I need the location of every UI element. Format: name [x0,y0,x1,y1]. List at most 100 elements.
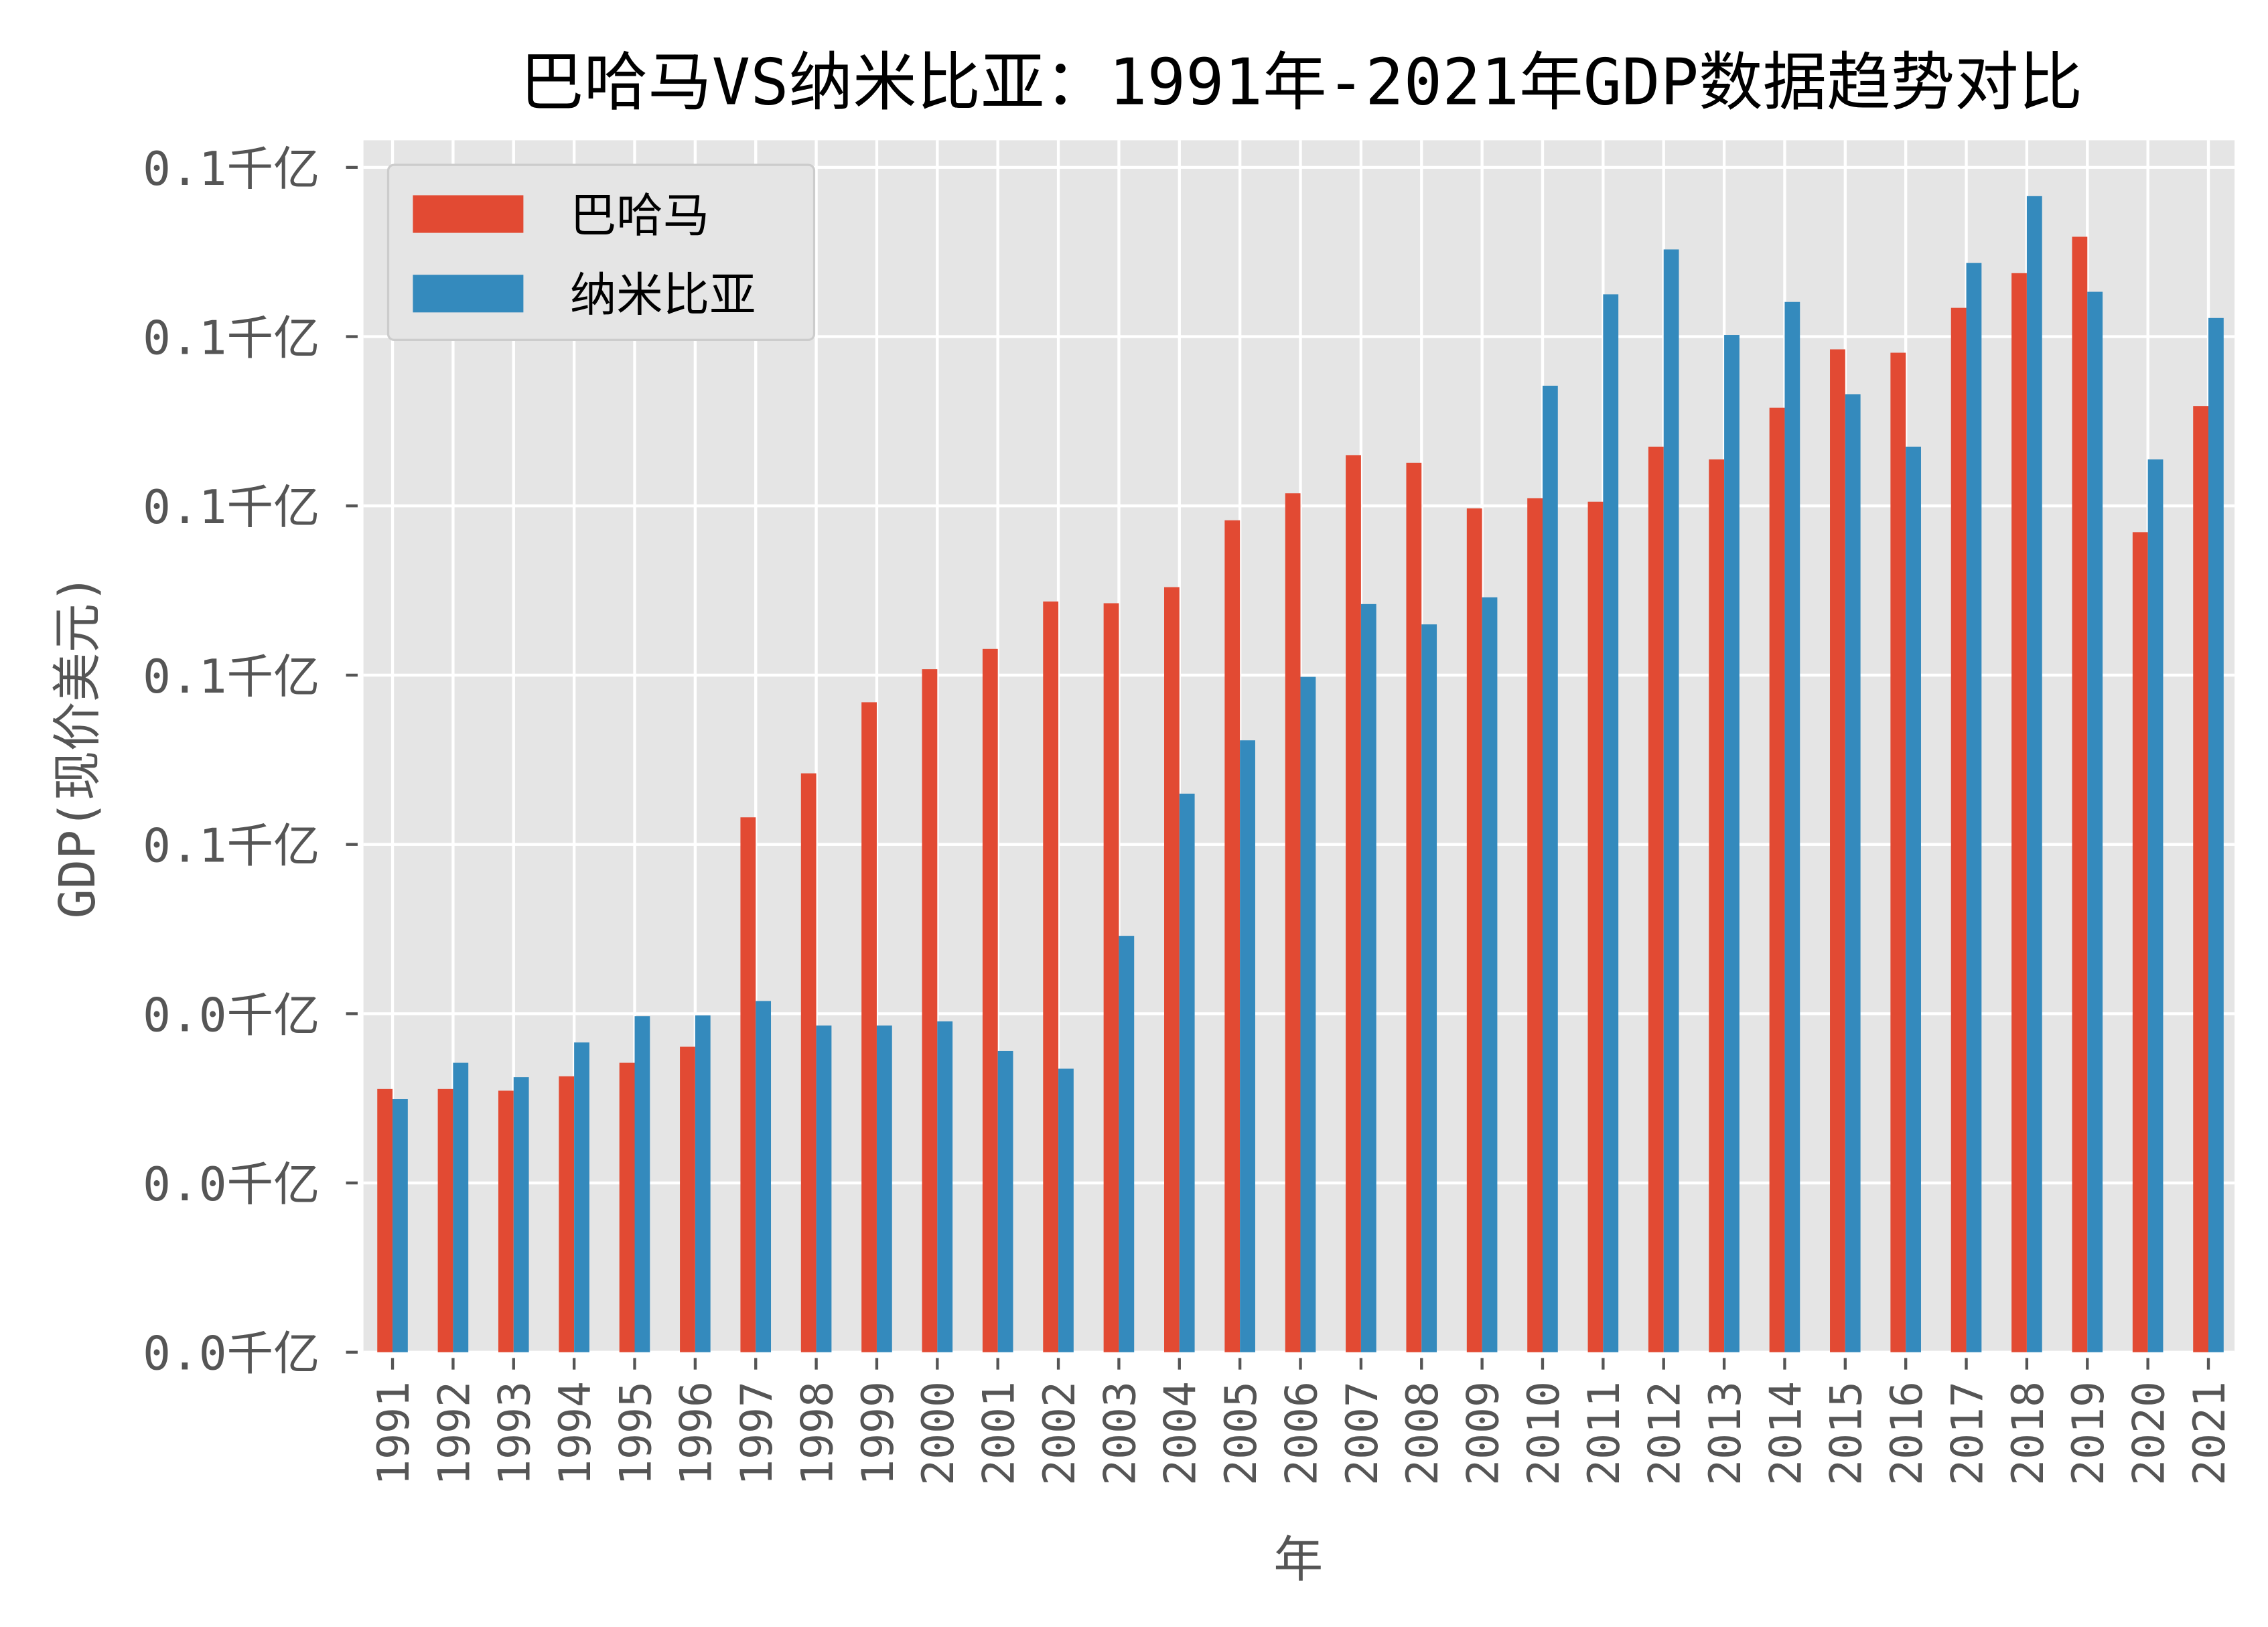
legend-label-namibia: 纳米比亚 [570,269,756,322]
legend-label-bahamas: 巴哈马 [570,190,709,243]
bar-bahamas [1466,508,1482,1352]
bar-bahamas [1951,307,1967,1352]
x-tick-label: 1991 [369,1381,419,1486]
bar-bahamas [1648,446,1664,1352]
x-tick-label: 2008 [1398,1381,1448,1486]
bar-namibia [1179,793,1195,1352]
bar-namibia [695,1015,711,1352]
x-tick-label: 2020 [2124,1381,2174,1486]
bar-bahamas [2011,273,2027,1352]
y-axis-label: GDP(现价美元) [50,574,107,919]
bar-bahamas [1164,587,1180,1352]
x-tick-label: 2015 [1822,1381,1872,1486]
x-tick-label: 2011 [1579,1381,1630,1486]
bar-bahamas [922,669,938,1352]
bar-bahamas [619,1062,635,1352]
bar-bahamas [1527,498,1543,1352]
bar-bahamas [1830,349,1845,1352]
x-tick-label: 2001 [974,1381,1024,1486]
y-tick-label: 0.1千亿 [143,481,320,535]
bar-bahamas [2193,406,2209,1352]
bar-bahamas [740,817,756,1352]
bar-bahamas [1285,493,1301,1352]
bar-namibia [1724,335,1740,1352]
legend: 巴哈马 纳米比亚 [386,163,816,342]
x-tick-label: 2002 [1035,1381,1085,1486]
x-tick-label: 2000 [914,1381,964,1486]
bar-namibia [453,1062,469,1352]
x-tick-label: 2009 [1458,1381,1508,1486]
x-tick-label: 1998 [792,1381,843,1486]
legend-swatch-bahamas [413,195,524,233]
x-tick-label: 2005 [1216,1381,1267,1486]
x-tick-label: 2007 [1338,1381,1388,1486]
bar-bahamas [861,702,877,1352]
x-tick-label: 2014 [1761,1381,1811,1486]
x-tick-label: 2019 [2064,1381,2114,1486]
bar-namibia [1482,597,1498,1352]
bar-namibia [2147,459,2164,1352]
x-tick-label: 2006 [1277,1381,1327,1486]
bar-namibia [937,1021,953,1352]
bar-bahamas [437,1088,453,1352]
bar-bahamas [1224,520,1241,1352]
bars [377,196,2224,1352]
y-tick-label: 0.0千亿 [143,1328,320,1381]
legend-swatch-namibia [413,275,524,313]
bar-namibia [1300,677,1316,1352]
x-tick-label: 2010 [1519,1381,1569,1486]
y-axis: 0.0千亿 0.0千亿 0.0千亿 0.1千亿 0.1千亿 0.1千亿 0.1千亿 0.1千亿 [143,143,358,1381]
bar-bahamas [1769,407,1785,1352]
x-axis-label: 年 [1273,1532,1323,1589]
bar-bahamas [982,648,998,1352]
bar-namibia [1906,446,1921,1352]
x-tick-label: 2012 [1640,1381,1690,1486]
bar-bahamas [1587,501,1604,1352]
bar-namibia [1845,394,1861,1352]
bar-namibia [574,1042,589,1352]
bar-namibia [1058,1068,1074,1352]
bar-namibia [1360,604,1376,1352]
bar-namibia [513,1077,529,1352]
y-tick-label: 0.1千亿 [143,312,320,366]
x-tick-label: 1994 [551,1381,601,1486]
bar-bahamas [498,1090,514,1352]
bar-bahamas [1709,459,1725,1352]
chart-title: 巴哈马VS纳米比亚：1991年-2021年GDP数据趋势对比 [520,46,2082,120]
x-tick-label: 2018 [2003,1381,2054,1486]
bar-bahamas [1043,602,1059,1352]
bar-bahamas [2132,532,2148,1352]
bar-bahamas [2072,236,2088,1352]
bar-namibia [634,1016,650,1352]
bar-namibia [1784,301,1800,1352]
y-tick-label: 0.0千亿 [143,1158,320,1212]
x-tick-label: 1999 [853,1381,904,1486]
x-tick-label: 2003 [1095,1381,1145,1486]
bar-namibia [1240,740,1255,1352]
bar-bahamas [1406,462,1422,1352]
bar-namibia [1603,294,1619,1352]
bar-namibia [2208,317,2224,1352]
x-tick-label: 1997 [732,1381,782,1486]
x-tick-label: 1996 [672,1381,722,1486]
bar-namibia [2087,291,2103,1352]
bar-bahamas [800,773,817,1352]
x-tick-label: 1995 [611,1381,661,1486]
x-tick-label: 1993 [490,1381,540,1486]
bar-namibia [876,1025,892,1352]
y-tick-label: 0.1千亿 [143,650,320,704]
bar-bahamas [1103,603,1119,1352]
bar-namibia [393,1099,408,1352]
bar-namibia [1542,385,1558,1352]
bar-namibia [1119,936,1135,1352]
bar-namibia [2026,196,2042,1352]
bar-namibia [816,1025,832,1352]
bar-namibia [1663,249,1679,1352]
bar-bahamas [377,1088,393,1352]
bar-namibia [1966,263,1982,1352]
bar-bahamas [559,1076,575,1352]
x-axis: 1991 1992 1993 1994 1995 1996 1997 1998 1999 2000… [369,1358,2235,1486]
y-tick-label: 0.0千亿 [143,989,320,1042]
x-tick-label: 2013 [1701,1381,1751,1486]
